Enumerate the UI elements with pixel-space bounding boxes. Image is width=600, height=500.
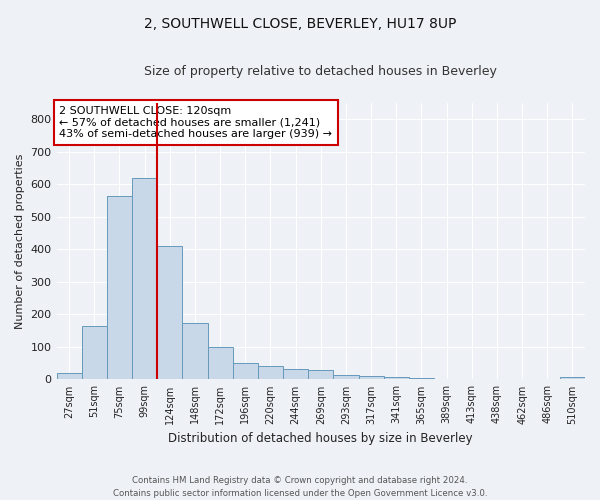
Bar [434,379,459,380]
Bar [56,373,82,380]
Bar [560,377,585,380]
Bar [107,196,132,380]
Bar [208,347,233,380]
Text: Contains HM Land Registry data © Crown copyright and database right 2024.
Contai: Contains HM Land Registry data © Crown c… [113,476,487,498]
Text: 2, SOUTHWELL CLOSE, BEVERLEY, HU17 8UP: 2, SOUTHWELL CLOSE, BEVERLEY, HU17 8UP [144,18,456,32]
Bar [334,375,359,380]
Y-axis label: Number of detached properties: Number of detached properties [15,154,25,329]
Title: Size of property relative to detached houses in Beverley: Size of property relative to detached ho… [145,65,497,78]
X-axis label: Distribution of detached houses by size in Beverley: Distribution of detached houses by size … [169,432,473,445]
Bar [383,378,409,380]
Bar [82,326,107,380]
Bar [308,370,334,380]
Bar [359,376,383,380]
Bar [132,178,157,380]
Bar [157,246,182,380]
Bar [283,368,308,380]
Bar [182,324,208,380]
Bar [233,362,258,380]
Bar [409,378,434,380]
Text: 2 SOUTHWELL CLOSE: 120sqm
← 57% of detached houses are smaller (1,241)
43% of se: 2 SOUTHWELL CLOSE: 120sqm ← 57% of detac… [59,106,332,139]
Bar [258,366,283,380]
